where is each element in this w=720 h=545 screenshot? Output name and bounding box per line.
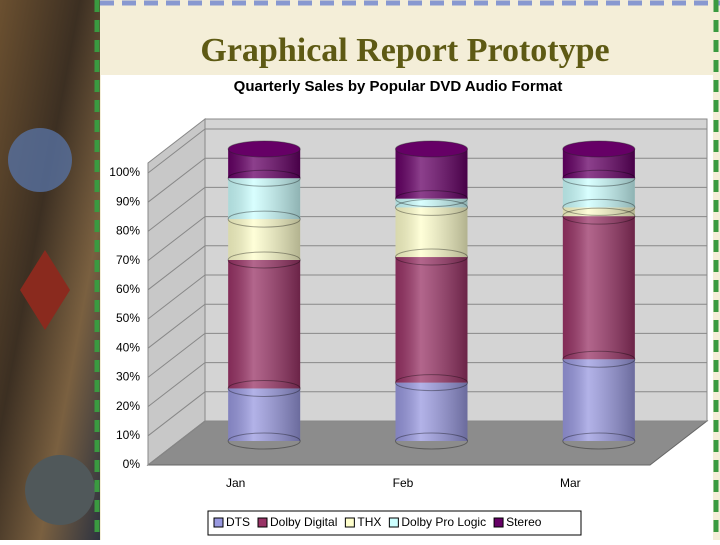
segment-edge [227,379,301,397]
bar-shading [228,219,301,260]
segment-edge [395,190,468,208]
bar-cap [562,140,636,158]
back-wall [147,117,206,467]
x-tick-label: Mar [560,476,581,490]
legend-label: Dolby Digital [270,515,337,529]
y-tick-label: 0% [123,457,141,471]
y-tick-label: 90% [116,194,140,208]
y-tick-label: 30% [116,370,140,384]
grid-line [147,186,707,232]
y-tick-label: 10% [116,428,140,442]
bar-shading [395,257,468,383]
segment-edge [395,198,468,216]
bar-shading [562,216,635,360]
grid-line [147,332,707,378]
bar-shading [395,198,468,208]
grid-line [147,245,707,291]
segment-edge [395,432,468,450]
chart-title: Quarterly Sales by Popular DVD Audio For… [234,78,563,95]
bar-shading [228,178,301,220]
bar-shading [228,388,301,441]
legend: DTS Dolby Digital THX Dolby Pro Logic Stereo [207,510,582,536]
slide-title: Graphical Report Prototype [200,32,609,69]
x-tick-label: Jan [226,476,245,490]
segment-edge [227,169,301,187]
y-tick-label: 40% [116,340,140,354]
y-tick-label: 70% [116,253,140,267]
segment-edge [562,432,636,450]
bar-shading [395,207,468,258]
grid-line [147,362,707,407]
grid-line [147,391,707,437]
grid-line [147,274,707,320]
y-tick-label: 50% [116,311,140,325]
segment-edge [562,207,636,225]
x-tick-label: Feb [393,476,414,490]
bar-shading [562,359,635,441]
grid-line [147,420,707,466]
plot: 0% 10% 20% 30% 40% 50% 60% 70% 80% 90% 100% Jan Feb M… [109,117,709,536]
segment-edge [227,432,301,450]
grid-line [147,128,707,174]
segment-edge [227,251,301,269]
compass [25,455,95,525]
legend-swatch [257,517,268,528]
legend-swatch [388,517,399,528]
bar-shading [562,178,635,208]
segment-edge [562,350,636,368]
y-tick-label: 80% [116,224,140,238]
medal-cross [20,250,70,330]
legend-swatch [344,517,355,528]
bar-shading [395,149,468,199]
legend-label: Dolby Pro Logic [401,515,486,529]
bar-shading [395,382,468,441]
bar-cap [227,140,301,158]
grid-line [147,157,707,203]
legend-label: Stereo [506,515,542,529]
bar-shading [228,259,301,389]
medal-ribbon [8,128,72,192]
y-tick-label: 60% [116,282,140,296]
legend-swatch [493,517,504,528]
legend-swatch [213,517,224,528]
segment-edge [395,374,468,392]
segment-edge [562,198,636,216]
segment-edge [395,248,468,266]
grid-line [147,216,707,261]
y-tick-label: 100% [109,165,140,179]
segment-edge [227,210,301,228]
legend-label: DTS [226,515,250,529]
legend-label: THX [357,515,381,529]
y-tick-label: 20% [116,399,140,413]
grid-line [147,303,707,349]
bar-cap [395,140,468,158]
bar-shading [562,207,635,217]
segment-edge [562,169,636,187]
